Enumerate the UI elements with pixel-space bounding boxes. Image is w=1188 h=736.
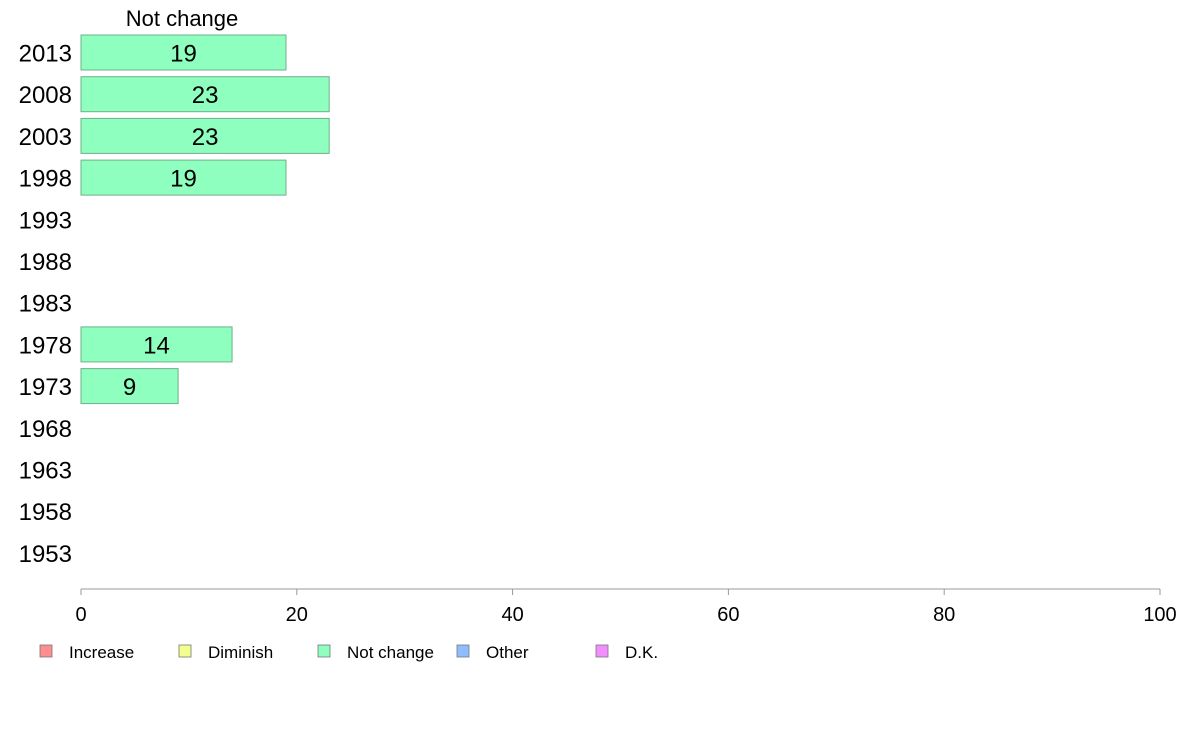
legend-item-diminish: Diminish xyxy=(178,643,273,662)
x-tick-label-100: 100 xyxy=(1143,604,1176,626)
column-header: Not change xyxy=(126,6,239,31)
y-label-1998: 1998 xyxy=(19,166,72,193)
legend-item-other: Other xyxy=(456,643,529,662)
bar-1998 xyxy=(80,159,287,196)
bar-label-1998: 19 xyxy=(170,166,197,193)
y-label-1968: 1968 xyxy=(19,416,72,443)
y-label-1958: 1958 xyxy=(19,499,72,526)
legend: Increase Diminish Not change Other D.K. xyxy=(39,643,658,662)
legend-label: D.K. xyxy=(625,643,658,662)
y-label-2013: 2013 xyxy=(19,41,72,68)
bar-label-2008: 23 xyxy=(192,82,219,109)
y-label-2008: 2008 xyxy=(19,82,72,109)
bar-label-2013: 19 xyxy=(170,41,197,68)
y-label-1973: 1973 xyxy=(19,374,72,401)
bar-2003 xyxy=(80,117,330,154)
legend-item-d-k-: D.K. xyxy=(595,643,658,662)
y-label-1993: 1993 xyxy=(19,207,72,234)
legend-swatch xyxy=(39,644,53,658)
bar-1973 xyxy=(80,368,179,405)
y-label-1978: 1978 xyxy=(19,332,72,359)
y-label-2003: 2003 xyxy=(19,124,72,151)
legend-swatch xyxy=(595,644,609,658)
bars: 19 23 23 19 14 9 xyxy=(80,34,330,405)
legend-item-increase: Increase xyxy=(39,643,134,662)
legend-swatch xyxy=(456,644,470,658)
bar-label-1978: 14 xyxy=(143,332,170,359)
x-axis: 0 20 40 60 80 100 xyxy=(75,588,1177,626)
x-tick-label-20: 20 xyxy=(286,604,308,626)
x-tick-label-0: 0 xyxy=(75,604,86,626)
bar-label-1973: 9 xyxy=(123,374,136,401)
x-tick-label-40: 40 xyxy=(501,604,523,626)
bar-1978 xyxy=(80,326,233,363)
y-label-1953: 1953 xyxy=(19,541,72,568)
bar-2008 xyxy=(80,76,330,113)
legend-label: Increase xyxy=(69,643,134,662)
legend-swatch xyxy=(317,644,331,658)
legend-label: Not change xyxy=(347,643,434,662)
y-label-1983: 1983 xyxy=(19,291,72,318)
y-axis-labels: 2013 2008 2003 1998 1993 1988 1983 1978 1973 1968… xyxy=(19,41,72,568)
legend-item-not-change: Not change xyxy=(317,643,434,662)
bar-2013 xyxy=(80,34,287,71)
legend-label: Other xyxy=(486,643,529,662)
y-label-1963: 1963 xyxy=(19,458,72,485)
x-tick-label-60: 60 xyxy=(717,604,739,626)
x-tick-label-80: 80 xyxy=(933,604,955,626)
y-label-1988: 1988 xyxy=(19,249,72,276)
legend-label: Diminish xyxy=(208,643,273,662)
legend-swatch xyxy=(178,644,192,658)
bar-label-2003: 23 xyxy=(192,124,219,151)
